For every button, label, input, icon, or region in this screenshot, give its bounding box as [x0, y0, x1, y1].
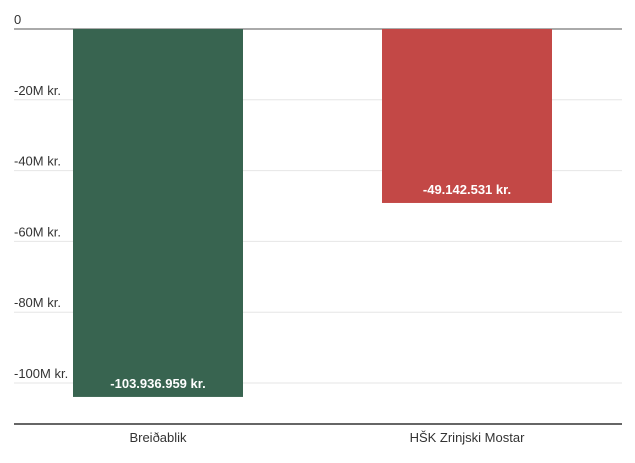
y-tick-label: 0 [14, 12, 21, 27]
y-tick-label: -40M kr. [14, 154, 61, 169]
y-tick-label: -100M kr. [14, 366, 68, 381]
y-tick-label: -60M kr. [14, 224, 61, 239]
bar [73, 29, 243, 397]
x-tick-label: Breiðablik [129, 430, 187, 445]
y-tick-label: -80M kr. [14, 295, 61, 310]
data-label: -49.142.531 kr. [423, 182, 511, 197]
y-tick-label: -20M kr. [14, 83, 61, 98]
x-tick-label: HŠK Zrinjski Mostar [410, 430, 526, 445]
label-layer: 0 -20M kr. -40M kr. -60M kr. -80M kr. -100M k… [14, 12, 525, 445]
bar-layer [73, 29, 552, 397]
bar [382, 29, 552, 203]
data-label: -103.936.959 kr. [110, 376, 205, 391]
